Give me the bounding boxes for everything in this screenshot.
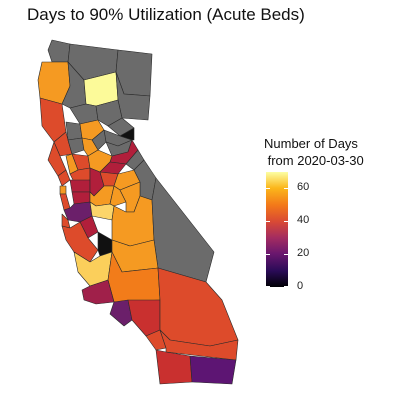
county-inyo — [151, 177, 215, 283]
legend-tick-40: 40 — [297, 214, 310, 226]
legend-tickmark-60 — [266, 188, 288, 189]
county-san-mateo — [59, 193, 71, 211]
county-sf — [59, 185, 67, 195]
county-santa-barbara — [81, 279, 115, 305]
county-ventura — [109, 299, 133, 327]
county-washoe-border — [119, 127, 135, 141]
legend-title-line2: from 2020-03-30 — [264, 153, 364, 168]
county-san-bernardino — [157, 267, 239, 347]
map-title: Days to 90% Utilization (Acute Beds) — [27, 5, 305, 24]
county-los-angeles — [127, 299, 161, 337]
legend-title-line1: Number of Days — [264, 136, 358, 151]
legend-tick-0: 0 — [297, 280, 304, 292]
county-contra-costa — [69, 179, 91, 193]
legend-tickmark-0 — [266, 286, 288, 287]
county-imperial — [189, 355, 237, 385]
legend-tickmark-40 — [266, 221, 288, 222]
legend-title: Number of Days from 2020-03-30 — [264, 135, 364, 169]
county-riverside — [159, 329, 239, 361]
legend-tickmark-20 — [266, 254, 288, 255]
county-glenn — [65, 121, 83, 141]
county-mariposa — [109, 185, 127, 207]
county-san-diego — [155, 349, 193, 385]
legend-colorbar — [266, 172, 288, 287]
legend-tick-20: 20 — [297, 247, 310, 259]
legend-tick-60: 60 — [297, 181, 310, 193]
county-del-norte — [47, 39, 71, 63]
